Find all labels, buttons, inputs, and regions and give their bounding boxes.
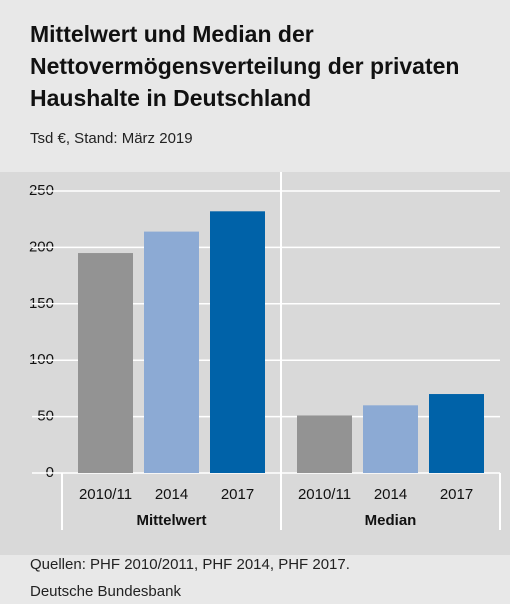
chart-title: Mittelwert und Median der Nettovermögens… <box>30 21 460 111</box>
group-label: Median <box>365 512 417 529</box>
bar <box>144 231 199 473</box>
x-tick-label: 2010/11 <box>298 486 351 503</box>
publisher: Deutsche Bundesbank <box>30 583 181 600</box>
bar <box>210 211 265 473</box>
x-tick-label: 2017 <box>440 486 473 503</box>
bar <box>363 405 418 473</box>
x-tick-label: 2014 <box>374 486 407 503</box>
x-tick-label: 2017 <box>221 486 254 503</box>
chart-subtitle: Tsd €, Stand: März 2019 <box>30 130 193 147</box>
x-tick-label: 2010/11 <box>79 486 132 503</box>
source: Quellen: PHF 2010/2011, PHF 2014, PHF 20… <box>30 556 350 573</box>
bar <box>429 394 484 473</box>
group-label: Mittelwert <box>136 512 206 529</box>
bar <box>78 253 133 473</box>
bar <box>297 415 352 473</box>
chart: 0501001502002502010/1120142017Mittelwert… <box>0 172 510 555</box>
x-tick-label: 2014 <box>155 486 188 503</box>
